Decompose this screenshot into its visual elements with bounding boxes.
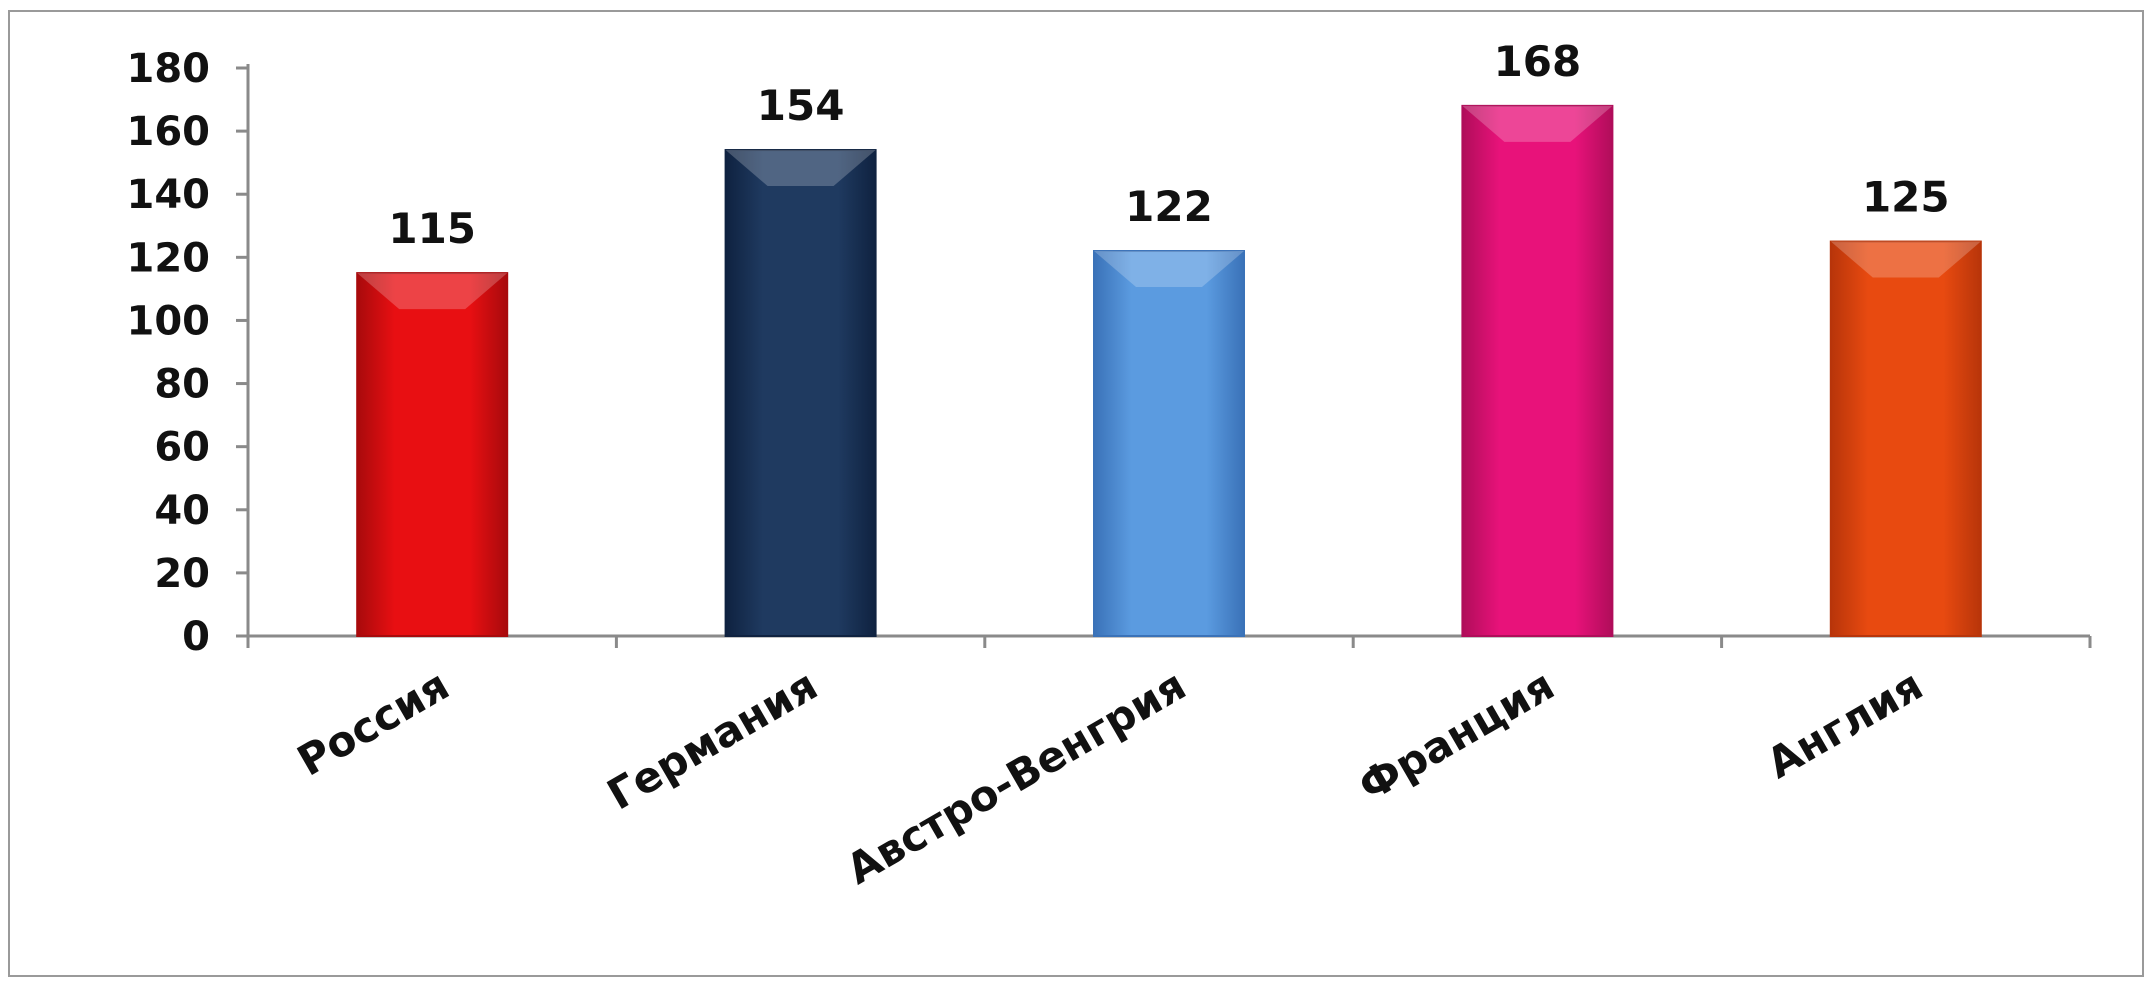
bar-bevel [1094, 251, 1244, 288]
y-tick-label: 160 [127, 109, 211, 155]
bar-4 [1461, 104, 1614, 638]
bar-1 [356, 272, 509, 637]
y-tick-label: 60 [154, 425, 210, 471]
bar-2 [724, 149, 877, 638]
category-label: Австро-Венгрия [838, 660, 1194, 894]
data-label: 115 [388, 204, 476, 253]
bar-bevel [1830, 241, 1981, 278]
bars [356, 104, 1982, 638]
bar-body [356, 272, 509, 637]
y-tick-label: 120 [127, 235, 211, 281]
bar-body [1829, 240, 1982, 638]
data-label: 122 [1125, 182, 1213, 231]
category-label: Россия [289, 660, 457, 785]
bar-bevel [357, 273, 508, 310]
y-tick-label: 80 [154, 362, 210, 408]
data-label: 125 [1862, 173, 1950, 222]
bar-bevel [1462, 105, 1613, 142]
bar-3 [1093, 250, 1245, 637]
bar-5 [1829, 240, 1982, 638]
y-tick-label: 20 [154, 551, 210, 597]
axes: 0 20 40 60 80 100 120 140 160 180 [127, 46, 2092, 660]
category-label: Германия [599, 660, 826, 819]
y-tick-label: 40 [154, 488, 210, 534]
y-tick-label: 0 [182, 614, 210, 660]
y-tick-label: 140 [127, 172, 211, 218]
data-label: 154 [757, 81, 845, 130]
data-label: 168 [1494, 37, 1582, 86]
bar-body [1461, 104, 1614, 638]
bar-body [724, 149, 877, 638]
y-tick-label: 180 [127, 46, 211, 92]
bar-bevel [725, 150, 876, 187]
category-label: Франция [1350, 660, 1562, 811]
category-label: Англия [1759, 660, 1931, 788]
y-tick-label: 100 [127, 298, 211, 344]
bar-body [1093, 250, 1245, 637]
